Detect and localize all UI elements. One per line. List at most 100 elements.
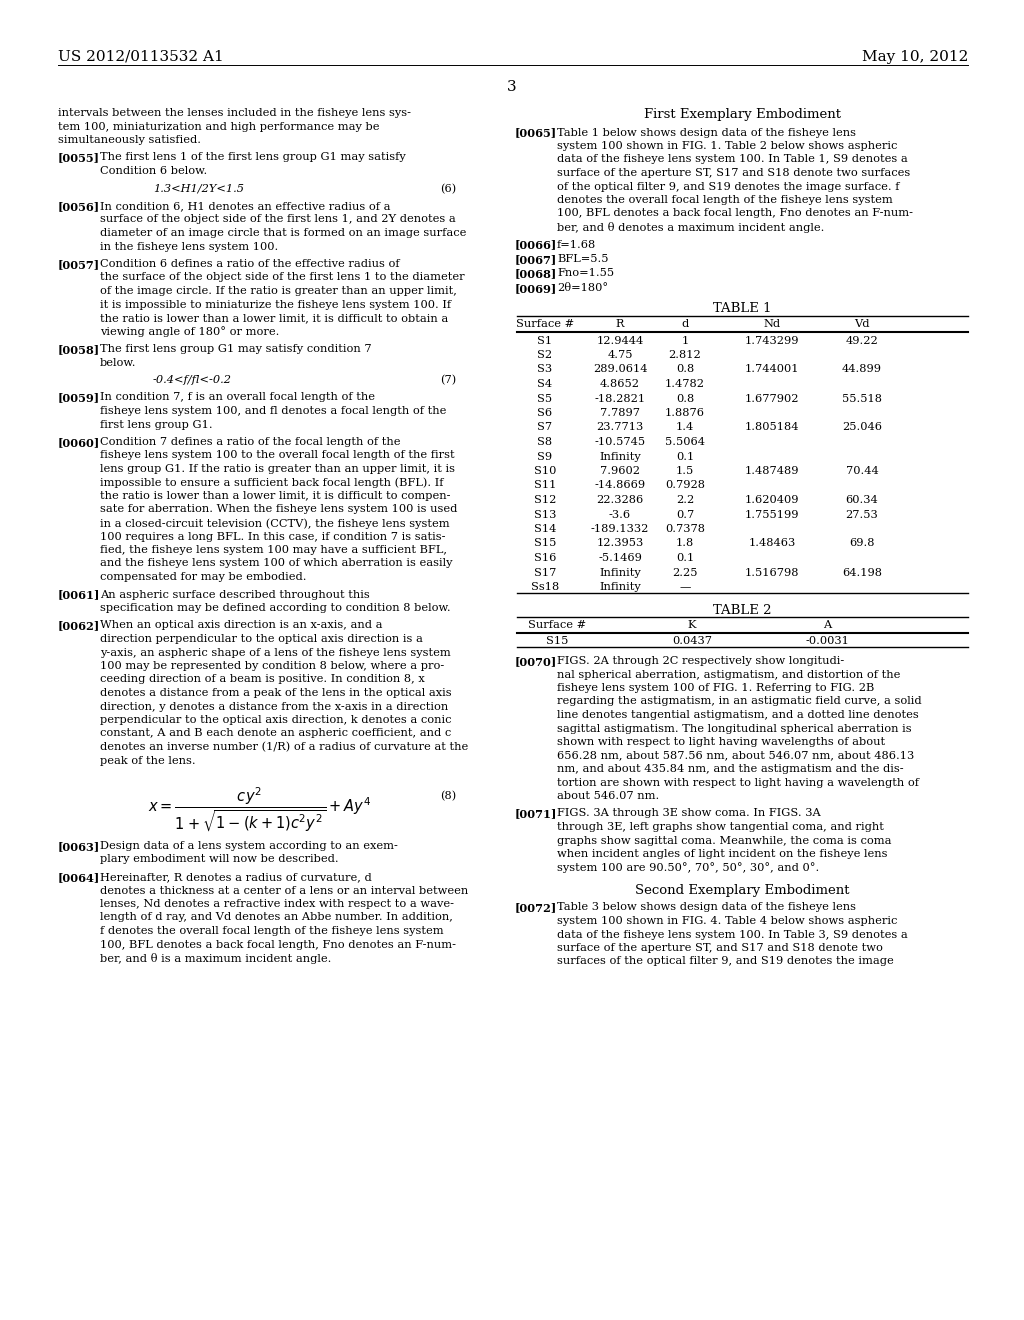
Text: -3.6: -3.6	[609, 510, 631, 520]
Text: Fno=1.55: Fno=1.55	[557, 268, 614, 279]
Text: [0059]: [0059]	[58, 392, 100, 404]
Text: through 3E, left graphs show tangential coma, and right: through 3E, left graphs show tangential …	[557, 822, 884, 832]
Text: The first lens 1 of the first lens group G1 may satisfy: The first lens 1 of the first lens group…	[100, 153, 406, 162]
Text: surfaces of the optical filter 9, and S19 denotes the image: surfaces of the optical filter 9, and S1…	[557, 957, 894, 966]
Text: 64.198: 64.198	[842, 568, 882, 578]
Text: The first lens group G1 may satisfy condition 7: The first lens group G1 may satisfy cond…	[100, 345, 372, 354]
Text: 12.3953: 12.3953	[596, 539, 644, 549]
Text: Hereinafter, R denotes a radius of curvature, d: Hereinafter, R denotes a radius of curva…	[100, 873, 372, 882]
Text: tem 100, miniaturization and high performance may be: tem 100, miniaturization and high perfor…	[58, 121, 380, 132]
Text: 1.743299: 1.743299	[744, 335, 800, 346]
Text: 0.7378: 0.7378	[665, 524, 705, 535]
Text: lens group G1. If the ratio is greater than an upper limit, it is: lens group G1. If the ratio is greater t…	[100, 465, 455, 474]
Text: S17: S17	[534, 568, 556, 578]
Text: in the fisheye lens system 100.: in the fisheye lens system 100.	[100, 242, 279, 252]
Text: constant, A and B each denote an aspheric coefficient, and c: constant, A and B each denote an aspheri…	[100, 729, 452, 738]
Text: S2: S2	[538, 350, 553, 360]
Text: An aspheric surface described throughout this: An aspheric surface described throughout…	[100, 590, 370, 599]
Text: sagittal astigmatism. The longitudinal spherical aberration is: sagittal astigmatism. The longitudinal s…	[557, 723, 911, 734]
Text: [0057]: [0057]	[58, 259, 100, 271]
Text: nal spherical aberration, astigmatism, and distortion of the: nal spherical aberration, astigmatism, a…	[557, 669, 900, 680]
Text: 1.755199: 1.755199	[744, 510, 800, 520]
Text: Second Exemplary Embodiment: Second Exemplary Embodiment	[635, 884, 850, 898]
Text: [0055]: [0055]	[58, 153, 100, 164]
Text: Infinity: Infinity	[599, 451, 641, 462]
Text: -5.1469: -5.1469	[598, 553, 642, 564]
Text: [0062]: [0062]	[58, 620, 100, 631]
Text: S15: S15	[534, 539, 556, 549]
Text: fisheye lens system 100 to the overall focal length of the first: fisheye lens system 100 to the overall f…	[100, 450, 455, 461]
Text: 1.4782: 1.4782	[665, 379, 705, 389]
Text: FIGS. 3A through 3E show coma. In FIGS. 3A: FIGS. 3A through 3E show coma. In FIGS. …	[557, 808, 821, 818]
Text: nm, and about 435.84 nm, and the astigmatism and the dis-: nm, and about 435.84 nm, and the astigma…	[557, 764, 903, 774]
Text: In condition 7, f is an overall focal length of the: In condition 7, f is an overall focal le…	[100, 392, 375, 403]
Text: US 2012/0113532 A1: US 2012/0113532 A1	[58, 50, 224, 63]
Text: 1.805184: 1.805184	[744, 422, 800, 433]
Text: [0066]: [0066]	[515, 239, 557, 251]
Text: BFL=5.5: BFL=5.5	[557, 253, 608, 264]
Text: S12: S12	[534, 495, 556, 506]
Text: fisheye lens system 100, and fl denotes a focal length of the: fisheye lens system 100, and fl denotes …	[100, 407, 446, 416]
Text: 1.3<H1/2Y<1.5: 1.3<H1/2Y<1.5	[153, 183, 244, 194]
Text: 23.7713: 23.7713	[596, 422, 644, 433]
Text: system 100 shown in FIG. 4. Table 4 below shows aspheric: system 100 shown in FIG. 4. Table 4 belo…	[557, 916, 897, 927]
Text: Infinity: Infinity	[599, 582, 641, 591]
Text: May 10, 2012: May 10, 2012	[861, 50, 968, 63]
Text: 4.8652: 4.8652	[600, 379, 640, 389]
Text: 2.25: 2.25	[672, 568, 697, 578]
Text: d: d	[681, 319, 688, 329]
Text: $x = \dfrac{cy^{2}}{1 + \sqrt{1-(k+1)c^{2}y^{2}}} + Ay^{4}$: $x = \dfrac{cy^{2}}{1 + \sqrt{1-(k+1)c^{…	[148, 785, 372, 834]
Text: [0060]: [0060]	[58, 437, 100, 447]
Text: 0.8: 0.8	[676, 393, 694, 404]
Text: tortion are shown with respect to light having a wavelength of: tortion are shown with respect to light …	[557, 777, 919, 788]
Text: 0.8: 0.8	[676, 364, 694, 375]
Text: S9: S9	[538, 451, 553, 462]
Text: S16: S16	[534, 553, 556, 564]
Text: surface of the object side of the first lens 1, and 2Y denotes a: surface of the object side of the first …	[100, 214, 456, 224]
Text: [0071]: [0071]	[515, 808, 557, 820]
Text: [0056]: [0056]	[58, 201, 100, 213]
Text: Table 1 below shows design data of the fisheye lens: Table 1 below shows design data of the f…	[557, 128, 856, 137]
Text: [0072]: [0072]	[515, 903, 557, 913]
Text: (6): (6)	[439, 183, 456, 194]
Text: denotes a thickness at a center of a lens or an interval between: denotes a thickness at a center of a len…	[100, 886, 468, 895]
Text: fisheye lens system 100 of FIG. 1. Referring to FIG. 2B: fisheye lens system 100 of FIG. 1. Refer…	[557, 682, 874, 693]
Text: [0065]: [0065]	[515, 128, 557, 139]
Text: 25.046: 25.046	[842, 422, 882, 433]
Text: R: R	[615, 319, 625, 329]
Text: line denotes tangential astigmatism, and a dotted line denotes: line denotes tangential astigmatism, and…	[557, 710, 919, 719]
Text: Vd: Vd	[854, 319, 869, 329]
Text: S11: S11	[534, 480, 556, 491]
Text: below.: below.	[100, 358, 136, 367]
Text: surface of the aperture ST, and S17 and S18 denote two: surface of the aperture ST, and S17 and …	[557, 942, 883, 953]
Text: 7.7897: 7.7897	[600, 408, 640, 418]
Text: 2.812: 2.812	[669, 350, 701, 360]
Text: intervals between the lenses included in the fisheye lens sys-: intervals between the lenses included in…	[58, 108, 411, 117]
Text: Nd: Nd	[764, 319, 780, 329]
Text: S13: S13	[534, 510, 556, 520]
Text: S10: S10	[534, 466, 556, 477]
Text: shown with respect to light having wavelengths of about: shown with respect to light having wavel…	[557, 737, 885, 747]
Text: sate for aberration. When the fisheye lens system 100 is used: sate for aberration. When the fisheye le…	[100, 504, 458, 515]
Text: specification may be defined according to condition 8 below.: specification may be defined according t…	[100, 603, 451, 612]
Text: -10.5745: -10.5745	[595, 437, 645, 447]
Text: 100 requires a long BFL. In this case, if condition 7 is satis-: 100 requires a long BFL. In this case, i…	[100, 532, 445, 541]
Text: S4: S4	[538, 379, 553, 389]
Text: 100 may be represented by condition 8 below, where a pro-: 100 may be represented by condition 8 be…	[100, 661, 444, 671]
Text: system 100 shown in FIG. 1. Table 2 below shows aspheric: system 100 shown in FIG. 1. Table 2 belo…	[557, 141, 897, 150]
Text: ber, and θ denotes a maximum incident angle.: ber, and θ denotes a maximum incident an…	[557, 222, 824, 234]
Text: surface of the aperture ST, S17 and S18 denote two surfaces: surface of the aperture ST, S17 and S18 …	[557, 168, 910, 178]
Text: First Exemplary Embodiment: First Exemplary Embodiment	[644, 108, 841, 121]
Text: 44.899: 44.899	[842, 364, 882, 375]
Text: 0.7928: 0.7928	[665, 480, 705, 491]
Text: TABLE 1: TABLE 1	[714, 302, 772, 315]
Text: 1.487489: 1.487489	[744, 466, 800, 477]
Text: graphs show sagittal coma. Meanwhile, the coma is coma: graphs show sagittal coma. Meanwhile, th…	[557, 836, 892, 846]
Text: peak of the lens.: peak of the lens.	[100, 755, 196, 766]
Text: when incident angles of light incident on the fisheye lens: when incident angles of light incident o…	[557, 849, 888, 859]
Text: the ratio is lower than a lower limit, it is difficult to compen-: the ratio is lower than a lower limit, i…	[100, 491, 451, 502]
Text: 12.9444: 12.9444	[596, 335, 644, 346]
Text: Ss18: Ss18	[530, 582, 559, 591]
Text: -0.4<f/fl<-0.2: -0.4<f/fl<-0.2	[153, 375, 232, 385]
Text: the ratio is lower than a lower limit, it is difficult to obtain a: the ratio is lower than a lower limit, i…	[100, 313, 449, 323]
